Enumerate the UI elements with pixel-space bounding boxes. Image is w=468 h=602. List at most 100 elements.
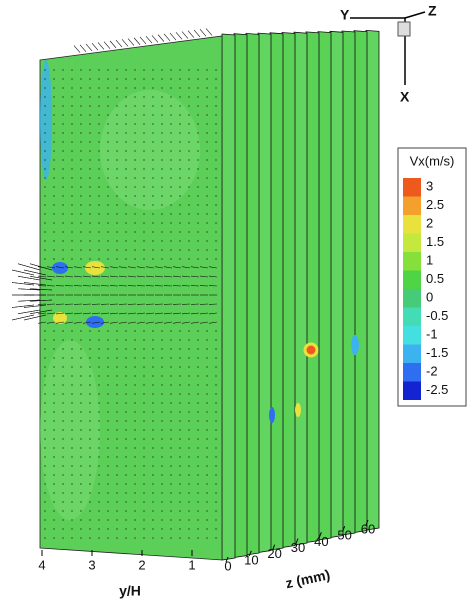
x-tick-label: 3 bbox=[88, 557, 95, 572]
colorbar-swatch bbox=[403, 215, 421, 234]
vector bbox=[199, 266, 209, 269]
slice bbox=[281, 32, 296, 548]
colorbar-swatch bbox=[403, 289, 421, 308]
vector bbox=[91, 266, 101, 269]
colorbar: Vx(m/s) 3 2.5 2 1.5 1 0.5 0 -0.5 -1 -1.5 -2 -2.5 bbox=[397, 147, 467, 407]
z-tick bbox=[248, 550, 252, 557]
vector bbox=[11, 304, 35, 308]
vector bbox=[118, 266, 128, 269]
z-tick-label: 50 bbox=[337, 528, 351, 543]
vector bbox=[163, 275, 173, 278]
vector bbox=[82, 321, 92, 324]
vector bbox=[199, 28, 207, 37]
colorbar-label: -0.5 bbox=[426, 308, 448, 323]
x-tick-label: 1 bbox=[188, 557, 195, 572]
vector bbox=[172, 321, 182, 324]
vector bbox=[208, 321, 218, 324]
colorbar-label: 3 bbox=[426, 178, 433, 193]
slice bbox=[221, 33, 236, 561]
x-tick-label: 2 bbox=[138, 557, 145, 572]
vector bbox=[109, 40, 117, 49]
z-tick-label: 10 bbox=[244, 552, 258, 567]
slice bbox=[269, 32, 284, 551]
colorbar-label: 0 bbox=[426, 289, 433, 304]
vector bbox=[64, 266, 74, 269]
vector bbox=[208, 275, 218, 278]
vector bbox=[181, 31, 189, 39]
vector bbox=[133, 37, 141, 45]
colorbar-label: 2 bbox=[426, 215, 433, 230]
vector bbox=[11, 314, 35, 321]
colorbar-swatch bbox=[403, 196, 421, 215]
vector bbox=[139, 36, 147, 45]
vector bbox=[172, 266, 182, 269]
colorbar-swatch bbox=[403, 326, 421, 345]
vector bbox=[109, 312, 119, 315]
colorbar-label: 1.5 bbox=[426, 234, 444, 249]
colorbar-title: Vx(m/s) bbox=[410, 153, 455, 168]
vector bbox=[100, 321, 110, 324]
vector bbox=[136, 275, 146, 278]
vector bbox=[181, 312, 191, 315]
front-face bbox=[39, 35, 223, 561]
triad-label: X bbox=[400, 89, 410, 105]
vector bbox=[11, 269, 35, 276]
vector bbox=[181, 321, 191, 324]
triad-label: Z bbox=[428, 3, 437, 19]
vector bbox=[145, 321, 155, 324]
contour-region bbox=[303, 342, 319, 358]
vector bbox=[127, 312, 137, 315]
contour-region bbox=[40, 60, 52, 180]
colorbar-swatch bbox=[403, 252, 421, 271]
vector bbox=[154, 266, 164, 269]
vector bbox=[127, 38, 135, 46]
vector bbox=[46, 321, 56, 324]
vector bbox=[121, 39, 129, 47]
vector bbox=[64, 321, 74, 324]
vector bbox=[190, 312, 200, 315]
vector bbox=[154, 312, 164, 315]
colorbar-swatch bbox=[403, 344, 421, 363]
contour-region bbox=[351, 335, 359, 355]
z-tick bbox=[365, 519, 369, 526]
vector bbox=[91, 312, 101, 315]
slice bbox=[329, 30, 344, 538]
z-tick bbox=[342, 525, 346, 532]
slice bbox=[305, 31, 320, 543]
vector bbox=[190, 321, 200, 324]
vector bbox=[127, 275, 137, 278]
colorbar-swatch bbox=[403, 363, 421, 382]
colorbar-swatch bbox=[403, 270, 421, 289]
vector bbox=[199, 321, 209, 324]
z-axis-label: z (mm) bbox=[284, 566, 331, 591]
vector bbox=[46, 275, 56, 278]
vector bbox=[85, 43, 93, 52]
slice bbox=[233, 33, 248, 558]
vector bbox=[17, 275, 41, 281]
vector bbox=[163, 321, 173, 324]
vector bbox=[55, 312, 65, 315]
slice bbox=[317, 31, 332, 541]
contour-region bbox=[295, 403, 301, 417]
vector bbox=[190, 275, 200, 278]
triad-label: Y bbox=[340, 7, 350, 23]
contour-region bbox=[53, 312, 67, 324]
vector bbox=[73, 45, 81, 53]
x-axis-label: y/H bbox=[119, 583, 141, 599]
vector bbox=[17, 288, 41, 291]
vector bbox=[118, 321, 128, 324]
slice bbox=[257, 32, 272, 553]
triad-box bbox=[397, 21, 411, 37]
vector bbox=[37, 321, 47, 324]
vector bbox=[154, 321, 164, 324]
z-tick bbox=[225, 556, 229, 563]
colorbar-label: 1 bbox=[426, 252, 433, 267]
vector bbox=[91, 43, 99, 51]
vector bbox=[157, 34, 165, 42]
vector bbox=[91, 275, 101, 278]
vector bbox=[37, 275, 47, 278]
slice bbox=[365, 29, 380, 531]
vector bbox=[79, 44, 87, 52]
vector bbox=[136, 312, 146, 315]
colorbar-swatch bbox=[403, 307, 421, 326]
